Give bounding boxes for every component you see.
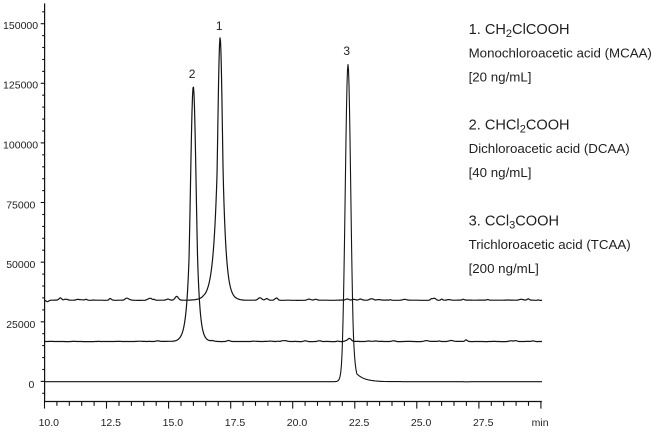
- svg-text:2: 2: [189, 67, 196, 81]
- svg-text:12.5: 12.5: [101, 417, 122, 428]
- svg-text:0: 0: [29, 379, 35, 391]
- svg-text:[40 ng/mL]: [40 ng/mL]: [469, 165, 532, 180]
- svg-text:10.0: 10.0: [39, 417, 60, 428]
- svg-text:3. CCl3​COOH: 3. CCl3​COOH: [469, 214, 559, 232]
- svg-text:17.5: 17.5: [225, 417, 246, 428]
- svg-text:27.5: 27.5: [473, 417, 494, 428]
- svg-text:Trichloroacetic acid (TCAA): Trichloroacetic acid (TCAA): [469, 237, 631, 252]
- svg-text:min: min: [532, 417, 549, 428]
- svg-text:100000: 100000: [3, 140, 38, 152]
- svg-text:1. CH2​ClCOOH: 1. CH2​ClCOOH: [469, 22, 570, 40]
- svg-text:125000: 125000: [3, 80, 38, 92]
- svg-text:2. CHCl2​COOH: 2. CHCl2​COOH: [469, 118, 570, 136]
- svg-text:Monochloroacetic acid (MCAA): Monochloroacetic acid (MCAA): [469, 46, 652, 61]
- svg-text:3: 3: [343, 44, 350, 58]
- svg-text:22.5: 22.5: [349, 417, 370, 428]
- svg-text:[200 ng/mL]: [200 ng/mL]: [469, 261, 539, 276]
- svg-text:20.0: 20.0: [287, 417, 308, 428]
- svg-text:[20 ng/mL]: [20 ng/mL]: [469, 69, 532, 84]
- svg-text:25000: 25000: [6, 319, 35, 331]
- svg-text:Dichloroacetic acid (DCAA): Dichloroacetic acid (DCAA): [469, 141, 630, 156]
- svg-text:50000: 50000: [6, 259, 35, 271]
- svg-text:75000: 75000: [6, 199, 35, 211]
- svg-text:150000: 150000: [3, 20, 38, 32]
- svg-text:15.0: 15.0: [163, 417, 184, 428]
- svg-text:25.0: 25.0: [411, 417, 432, 428]
- svg-text:1: 1: [216, 19, 223, 33]
